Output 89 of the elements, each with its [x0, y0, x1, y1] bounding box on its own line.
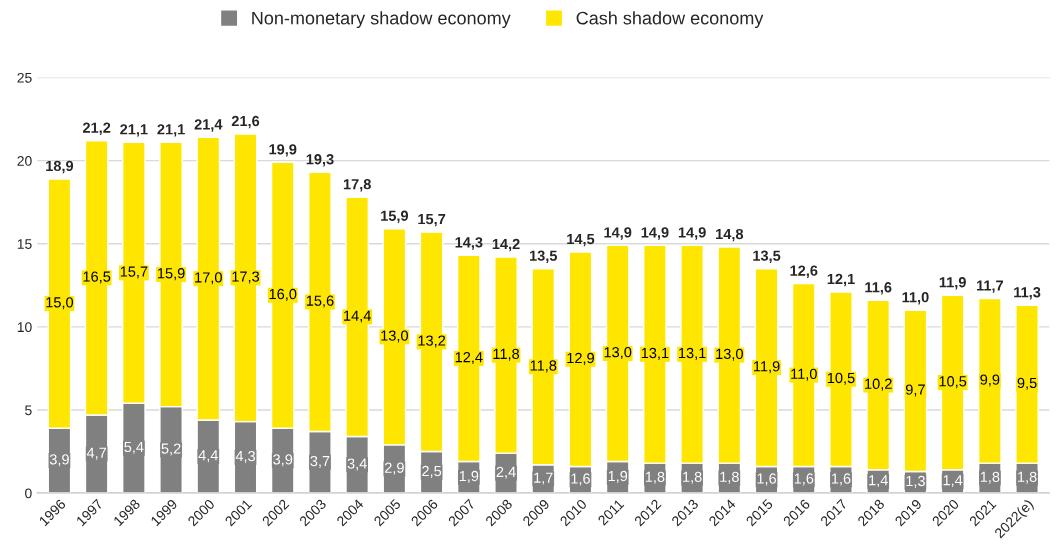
- total-label: 11,9: [939, 277, 966, 290]
- data-label: 3,9: [49, 454, 69, 467]
- data-label: 17,0: [195, 272, 222, 285]
- legend-label: Cash shadow economy: [576, 11, 764, 29]
- data-label: 1,6: [794, 473, 814, 486]
- data-label: 13,0: [716, 348, 743, 361]
- total-label: 18,9: [46, 160, 74, 174]
- data-label: 9,7: [905, 384, 925, 397]
- data-label: 4,4: [198, 450, 219, 463]
- total-label: 19,3: [306, 154, 334, 167]
- data-label: 11,0: [791, 368, 817, 381]
- total-label: 14,9: [641, 227, 669, 240]
- data-label: 11,8: [493, 348, 520, 361]
- total-label: 15,7: [418, 214, 446, 227]
- total-label: 13,5: [753, 250, 781, 263]
- total-label: 14,9: [678, 227, 706, 240]
- total-label: 17,8: [343, 179, 371, 192]
- total-label: 14,2: [492, 238, 520, 252]
- data-label: 13,2: [418, 335, 446, 348]
- total-label: 14,3: [455, 237, 483, 250]
- data-label: 2,4: [496, 466, 516, 479]
- data-label: 11,9: [754, 361, 780, 374]
- data-label: 13,0: [604, 347, 632, 360]
- total-label: 11,0: [902, 292, 929, 305]
- data-label: 1,8: [1018, 471, 1037, 484]
- total-label: 11,3: [1014, 287, 1041, 300]
- total-label: 19,9: [269, 144, 297, 157]
- total-label: 21,4: [194, 119, 223, 132]
- data-label: 12,4: [455, 352, 483, 365]
- data-label: 17,3: [232, 271, 260, 284]
- data-label: 1,9: [459, 470, 479, 483]
- data-label: 12,9: [567, 352, 594, 365]
- data-label: 1,6: [571, 473, 590, 486]
- data-label: 3,7: [310, 455, 330, 468]
- data-label: 13,0: [381, 330, 408, 343]
- data-label: 5,2: [161, 443, 181, 456]
- data-label: 1,3: [906, 475, 925, 488]
- data-label: 15,7: [120, 266, 148, 279]
- data-label: 3,9: [273, 454, 293, 467]
- data-label: 1,8: [645, 471, 665, 484]
- data-label: 15,0: [46, 297, 74, 310]
- total-label: 14,9: [604, 227, 632, 240]
- total-label: 12,1: [827, 273, 855, 287]
- total-label: 21,6: [231, 115, 260, 129]
- data-label: 10,5: [939, 376, 967, 389]
- y-tick-label: 25: [17, 72, 32, 83]
- y-tick-label: 5: [25, 405, 32, 416]
- total-label: 21,1: [120, 124, 148, 137]
- data-label: 1,4: [943, 475, 963, 488]
- total-label: 11,6: [865, 282, 892, 295]
- y-tick-label: 20: [17, 155, 32, 166]
- data-label: 1,4: [869, 475, 888, 488]
- total-label: 12,6: [790, 265, 818, 278]
- data-label: 11,8: [530, 360, 557, 373]
- data-label: 1,7: [534, 472, 553, 485]
- data-label: 3,4: [347, 458, 367, 471]
- total-label: 14,5: [567, 234, 595, 247]
- data-label: 1,8: [683, 471, 702, 484]
- total-label: 11,7: [976, 280, 1003, 293]
- data-label: 1,8: [720, 471, 739, 484]
- data-label: 2,5: [422, 465, 442, 478]
- data-label: 1,6: [831, 473, 851, 486]
- total-label: 14,8: [716, 228, 744, 242]
- data-label: 1,8: [980, 471, 1000, 484]
- y-tick-label: 0: [25, 488, 32, 499]
- data-label: 15,9: [158, 268, 185, 281]
- y-tick-label: 15: [17, 239, 32, 249]
- legend-label: Non-monetary shadow economy: [252, 11, 511, 29]
- data-label: 1,9: [608, 470, 628, 483]
- data-label: 15,6: [306, 295, 334, 308]
- data-label: 9,9: [980, 374, 1000, 387]
- data-label: 9,5: [1017, 377, 1037, 390]
- data-label: 4,3: [235, 450, 256, 463]
- data-label: 5,4: [124, 441, 144, 454]
- data-label: 10,2: [865, 378, 892, 391]
- data-label: 13,1: [679, 347, 706, 360]
- data-label: 1,6: [757, 473, 777, 486]
- total-label: 21,1: [157, 124, 185, 137]
- data-label: 10,5: [827, 372, 855, 385]
- data-label: 2,9: [384, 462, 404, 475]
- data-label: 14,4: [344, 310, 371, 323]
- data-label: 4,7: [86, 447, 107, 460]
- data-label: 16,5: [83, 271, 111, 284]
- total-label: 15,9: [381, 210, 409, 224]
- data-label: 16,0: [269, 288, 297, 301]
- total-label: 21,2: [82, 122, 111, 135]
- total-label: 13,5: [529, 250, 558, 263]
- data-label: 13,1: [641, 347, 669, 360]
- y-tick-label: 10: [17, 322, 32, 333]
